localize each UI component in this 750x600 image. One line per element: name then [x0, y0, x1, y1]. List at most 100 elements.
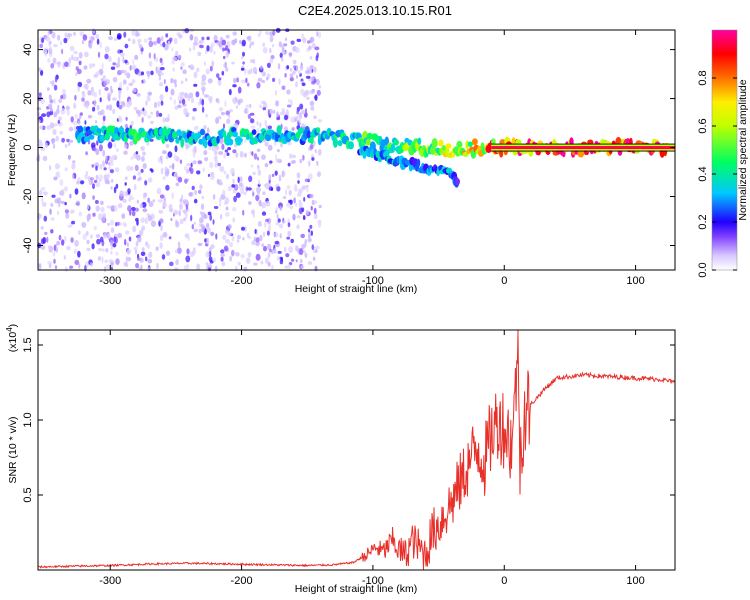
spectrogram-noise-cell — [104, 266, 106, 273]
spectrogram-noise-cell — [169, 96, 173, 101]
spectrogram-noise-cell — [184, 27, 190, 34]
spectrogram-noise-cell — [102, 75, 106, 79]
spectrogram-noise-cell — [206, 227, 211, 234]
spectrogram-noise-cell — [190, 97, 194, 104]
spectrogram-noise-cell — [279, 205, 282, 210]
spectrogram-noise-cell — [52, 57, 57, 64]
spectrogram-noise-cell — [191, 116, 196, 121]
spectrogram-noise-cell — [283, 114, 289, 121]
spectrogram-noise-cell — [115, 251, 119, 256]
spectrogram-noise-cell — [41, 201, 47, 207]
spectrogram-noise-cell — [294, 186, 298, 192]
spectrogram-noise-cell — [236, 239, 240, 243]
spectrogram-noise-cell — [231, 97, 237, 103]
spectrogram-noise-cell — [284, 73, 287, 78]
snr-y-multiplier-prefix: (x10 — [7, 332, 19, 353]
spectrogram-noise-cell — [213, 34, 218, 42]
spectrogram-noise-cell — [276, 111, 279, 118]
spectrogram-noise-cell — [95, 200, 99, 204]
spectrogram-ridge-cell — [365, 138, 371, 146]
spectrogram-noise-cell — [99, 97, 102, 103]
spectrogram-noise-cell — [153, 53, 156, 60]
spectrogram-noise-cell — [46, 111, 51, 118]
spectrogram-noise-cell — [308, 45, 312, 51]
spectrogram-noise-cell — [46, 236, 49, 243]
x-tick-label: -300 — [99, 275, 121, 287]
spectrogram-noise-cell — [48, 245, 53, 249]
spectrogram-noise-cell — [150, 169, 154, 173]
spectrogram-noise-cell — [190, 162, 193, 168]
spectrogram-noise-cell — [185, 255, 191, 263]
spectrogram-noise-cell — [143, 207, 147, 213]
spectrogram-noise-cell — [145, 256, 148, 262]
spectrogram-noise-cell — [116, 100, 120, 108]
spectrogram-noise-cell — [231, 184, 236, 188]
spectrogram-noise-cell — [253, 262, 258, 266]
spectrogram-noise-cell — [112, 108, 116, 114]
spectrogram-ridge-cell — [237, 137, 243, 143]
spectrogram-noise-cell — [81, 40, 85, 45]
spectrogram-noise-cell — [164, 117, 170, 123]
spectrogram-noise-cell — [274, 240, 280, 245]
spectrogram-noise-cell — [172, 56, 178, 62]
spectrogram-noise-cell — [103, 167, 107, 171]
spectrogram-noise-cell — [98, 213, 103, 221]
spectrogram-noise-cell — [217, 162, 221, 167]
spectrogram-ridge-cell — [162, 126, 168, 137]
spectrogram-noise-cell — [102, 248, 105, 252]
spectrogram-noise-cell — [193, 198, 198, 204]
spectrogram-noise-cell — [187, 235, 190, 241]
spectrogram-noise-cell — [135, 32, 141, 37]
colorbar-tick-label: 0.8 — [697, 70, 709, 85]
spectrogram-noise-cell — [56, 240, 61, 246]
spectrogram-y-ticks: -40 -20 0 20 40 — [22, 43, 675, 253]
spectrogram-noise-cell — [184, 265, 188, 270]
spectrogram-noise-cell — [261, 100, 266, 105]
spectrogram-noise-cell — [104, 86, 109, 91]
spectrogram-noise-cell — [289, 153, 293, 159]
spectrogram-ridge-cell — [216, 135, 220, 144]
spectrogram-noise-cell — [64, 167, 68, 172]
spectrogram-noise-cell — [166, 250, 170, 256]
spectrogram-noise-cell — [69, 45, 75, 52]
spectrogram-noise-cell — [159, 67, 165, 71]
spectrogram-noise-cell — [285, 253, 290, 258]
spectrogram-noise-cell — [220, 256, 224, 262]
spectrogram-noise-cell — [286, 104, 292, 108]
spectrogram-noise-cell — [140, 217, 145, 224]
spectrogram-noise-cell — [50, 217, 55, 221]
spectrogram-noise-cell — [136, 199, 139, 204]
spectrogram-noise-cell — [137, 236, 142, 243]
spectrogram-noise-cell — [140, 155, 145, 162]
spectrogram-noise-cell — [86, 214, 92, 221]
spectrogram-noise-cell — [286, 65, 290, 70]
spectrogram-noise-cell — [136, 220, 139, 226]
colorbar-tick-label: 0.2 — [697, 214, 709, 229]
spectrogram-noise-cell — [148, 60, 153, 67]
spectrogram-noise-cell — [64, 144, 68, 148]
spectrogram-noise-cell — [146, 142, 150, 146]
spectrogram-noise-cell — [93, 74, 98, 78]
spectrogram-noise-cell — [60, 189, 65, 196]
spectrogram-noise-cell — [185, 203, 188, 211]
spectrogram-noise-cell — [168, 236, 172, 240]
spectrogram-noise-cell — [91, 164, 95, 168]
spectrogram-noise-cell — [207, 211, 212, 216]
spectrogram-noise-cell — [187, 95, 190, 101]
spectrogram-noise-cell — [150, 220, 156, 228]
spectrogram-noise-cell — [130, 196, 134, 201]
spectrogram-ridge-cell — [276, 125, 282, 136]
spectrogram-noise-cell — [262, 47, 268, 54]
spectrogram-noise-cell — [267, 252, 271, 259]
spectrogram-noise-cell — [316, 79, 320, 85]
spectrogram-noise-cell — [87, 114, 93, 119]
spectrogram-noise-cell — [77, 81, 83, 88]
colorbar-tick-label: 0.4 — [697, 166, 709, 181]
spectrogram-noise-cell — [165, 33, 169, 38]
spectrogram-noise-cell — [73, 125, 76, 132]
spectrogram-noise-cell — [178, 55, 182, 59]
spectrogram-noise-cell — [71, 174, 75, 179]
spectrogram-noise-cell — [110, 219, 114, 226]
spectrogram-noise-cell — [188, 167, 192, 172]
spectrogram-noise-cell — [310, 205, 313, 211]
